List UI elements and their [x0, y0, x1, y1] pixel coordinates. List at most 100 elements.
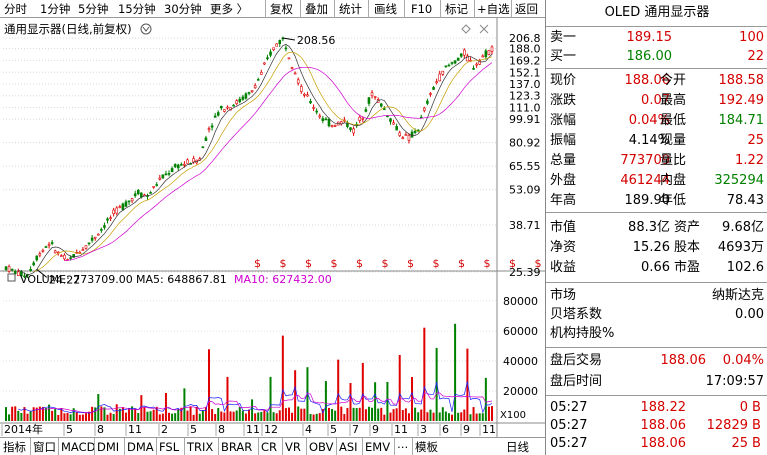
quote-label: 涨跌: [550, 93, 577, 108]
candle-body: [41, 249, 45, 252]
period-more[interactable]: 更多 〉: [210, 2, 249, 16]
quote-label: 最低: [660, 113, 687, 128]
mark-button[interactable]: 标记: [445, 2, 468, 16]
candle-body: [475, 63, 478, 66]
moving-average-lines: [18, 44, 493, 276]
volume-bar: [69, 414, 72, 421]
low-pointer: [36, 268, 48, 278]
dividend-marker: $: [407, 257, 414, 270]
candle-body: [379, 103, 383, 107]
volume-bar: [232, 411, 235, 421]
candle-body: [133, 193, 137, 197]
volume-bar: [35, 407, 38, 421]
f10-button[interactable]: F10: [411, 2, 433, 16]
volume-bar: [444, 411, 447, 421]
volume-bar: [254, 413, 257, 421]
volume-bar: [303, 408, 306, 421]
candle-body: [100, 229, 103, 231]
dividend-marker: $: [535, 257, 542, 270]
tab-8[interactable]: CR: [261, 440, 278, 454]
candle-body: [410, 131, 414, 138]
volume-bar: [447, 413, 450, 421]
quote-value: 325294: [714, 173, 764, 188]
volume-bar: [66, 412, 69, 421]
dividend-marker: $: [305, 257, 312, 270]
quote-label: 量比: [660, 153, 687, 168]
tab-6[interactable]: TRIX: [187, 440, 214, 454]
volume-axis-label: 40000: [503, 355, 538, 368]
period-30min[interactable]: 30分钟: [164, 2, 202, 16]
diamond-icon: [461, 24, 471, 34]
volume-bar: [343, 414, 346, 421]
volume-bar: [358, 407, 361, 421]
tab-0[interactable]: 指标: [3, 440, 26, 454]
volume-bar: [260, 411, 263, 421]
candle-body: [241, 96, 245, 100]
volume-bar: [100, 406, 103, 421]
period-tab[interactable]: 日线: [506, 440, 529, 454]
price-axis-label: 152.1: [509, 66, 541, 79]
volume-bar: [300, 408, 303, 421]
stock-title: OLED 通用显示器: [604, 5, 710, 20]
tab-11[interactable]: ASI: [339, 440, 358, 454]
tab-3[interactable]: DMI: [97, 440, 120, 454]
add-watchlist-button[interactable]: +自选: [477, 2, 510, 16]
candle-body: [450, 62, 454, 64]
volume-bar: [177, 408, 180, 421]
candle-body: [352, 128, 355, 134]
dropdown-icon: [140, 23, 152, 35]
date-axis-label: 11: [246, 423, 260, 436]
candle-body: [180, 164, 183, 166]
adjust-button[interactable]: 复权: [270, 2, 293, 16]
market-label: 市场: [550, 288, 577, 303]
period-15min[interactable]: 15分钟: [118, 2, 156, 16]
volume-bar: [131, 406, 134, 421]
tab-14[interactable]: 模板: [415, 440, 438, 454]
volume-bar: [91, 406, 94, 421]
volume-bar: [134, 408, 137, 421]
candle-body: [4, 266, 8, 270]
volume-bar: [404, 408, 407, 421]
volume-bar: [327, 407, 330, 421]
tab-5[interactable]: FSL: [159, 440, 180, 454]
tab-7[interactable]: BRAR: [221, 440, 253, 454]
stats-button[interactable]: 统计: [339, 2, 362, 16]
volume-bar: [466, 348, 469, 421]
volume-bar: [291, 412, 294, 421]
period-5min[interactable]: 5分钟: [78, 2, 109, 16]
date-axis-label: 6: [442, 423, 449, 436]
volume-bar: [23, 407, 26, 421]
volume-bar: [32, 407, 35, 421]
volume-bar: [297, 406, 300, 421]
tab-1[interactable]: 窗口: [33, 440, 56, 454]
candle-body: [84, 245, 88, 249]
period-1min[interactable]: 1分钟: [40, 2, 71, 16]
volume-bar: [78, 414, 81, 421]
volume-icon: [7, 273, 16, 282]
period-intraday[interactable]: 分时: [4, 2, 27, 16]
volume-bar: [48, 404, 51, 421]
tab-9[interactable]: VR: [285, 440, 301, 454]
fundamental-label: 市盈: [674, 260, 701, 275]
volume-bar: [226, 376, 229, 421]
candle-body: [358, 116, 362, 121]
candle-body: [481, 55, 485, 58]
tab-12[interactable]: EMV: [365, 440, 391, 454]
volume-ma-line: [18, 381, 493, 414]
draw-line-button[interactable]: 画线: [374, 2, 397, 16]
candle-body: [186, 159, 189, 164]
overlay-button[interactable]: 叠加: [305, 2, 328, 16]
tab-10[interactable]: OBV: [309, 440, 334, 454]
volume-bar: [324, 381, 327, 421]
back-button[interactable]: 返回: [515, 2, 538, 16]
ma-line: [33, 51, 493, 272]
candle-body: [364, 109, 368, 112]
candle-body: [256, 79, 260, 81]
tab-2[interactable]: MACD: [61, 440, 96, 454]
candle-body: [392, 122, 395, 125]
kline-chart[interactable]: 206.8188.0169.2152.1137.0123.3111.099.91…: [0, 18, 545, 437]
candle-body: [81, 249, 85, 251]
tab-4[interactable]: DMA: [127, 440, 154, 454]
tab-13[interactable]: ⋯: [397, 440, 409, 454]
dividend-marker: $: [356, 257, 363, 270]
